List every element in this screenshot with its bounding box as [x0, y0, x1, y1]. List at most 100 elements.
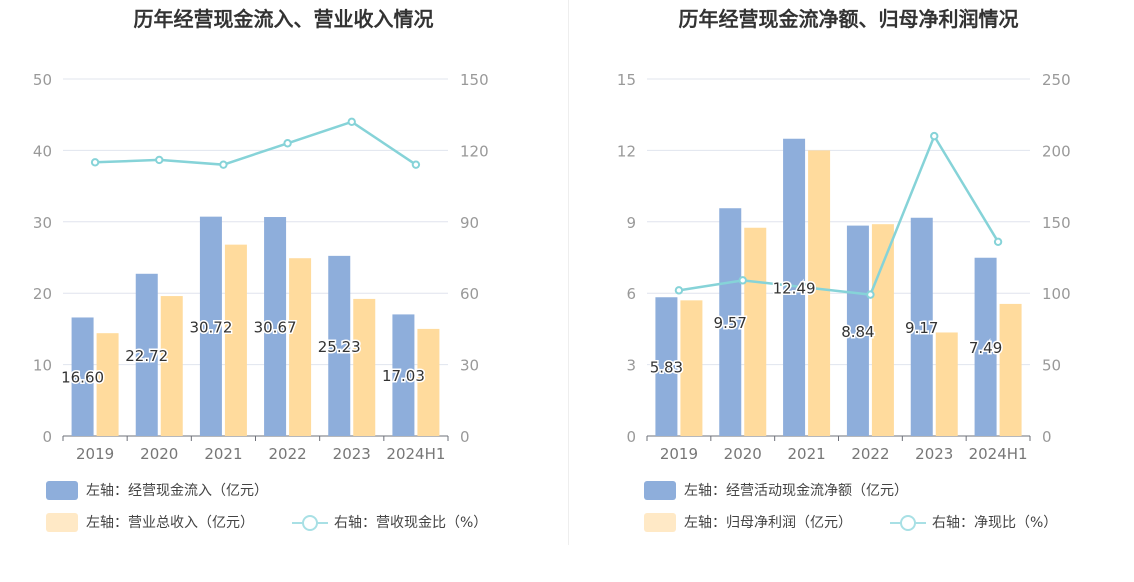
legend-item-net-profit[interactable]: 左轴：归母净利润（亿元） [644, 512, 852, 532]
x-axis-category-label: 2024H1 [969, 445, 1028, 463]
legend-line-swatch [292, 513, 328, 532]
left-axis-tick-label: 3 [626, 357, 636, 375]
left-axis-tick-label: 12 [617, 142, 636, 160]
bar-secondary [935, 332, 958, 436]
bar-data-label: 5.83 [650, 359, 683, 377]
ratio-point [866, 290, 875, 299]
x-axis-category-label: 2019 [660, 445, 698, 463]
ratio-point [219, 160, 228, 169]
legend-item-operating-cash-inflow[interactable]: 左轴：经营现金流入（亿元） [46, 480, 268, 500]
bar-data-label: 22.72 [125, 347, 168, 365]
left-axis-tick-label: 0 [42, 428, 52, 446]
legend-swatch [644, 512, 676, 532]
chart-title: 历年经营现金流入、营业收入情况 [133, 7, 434, 31]
bar-primary [135, 273, 158, 436]
left-axis-tick-label: 30 [33, 214, 52, 232]
right-axis-tick-label: 200 [1042, 142, 1071, 160]
bar-secondary [808, 150, 831, 436]
bar-primary [783, 138, 806, 436]
x-axis-category-label: 2021 [204, 445, 242, 463]
left-chart-panel: 历年经营现金流入、营业收入情况 0 0 10 30 20 60 30 90 40 120 50 150… [33, 7, 489, 532]
bar-data-label: 9.57 [714, 314, 747, 332]
left-chart-plot: 0 0 10 30 20 60 30 90 40 120 50 150 2019 2020 2021 2022… [33, 71, 489, 463]
ratio-point [674, 286, 684, 295]
bar-data-label: 30.72 [189, 318, 232, 336]
right-axis-tick-label: 90 [460, 214, 479, 232]
bar-data-label: 25.23 [318, 338, 361, 356]
bar-primary [910, 217, 933, 436]
bar-primary [71, 317, 94, 436]
left-axis-tick-label: 15 [617, 71, 636, 89]
bar-data-label: 17.03 [382, 367, 425, 385]
ratio-point [283, 139, 292, 148]
left-axis-tick-label: 20 [33, 285, 52, 303]
legend-label: 左轴：归母净利润（亿元） [684, 515, 852, 531]
right-axis-tick-label: 150 [460, 71, 489, 89]
legend-swatch [46, 512, 78, 532]
legend-item-revenue-cash-ratio[interactable]: 右轴：营收现金比（%） [292, 512, 487, 532]
ratio-point [993, 237, 1003, 246]
ratio-line [678, 133, 1000, 296]
chart-title: 历年经营现金流净额、归母净利润情况 [678, 7, 1019, 31]
left-axis-tick-label: 9 [626, 214, 636, 232]
legend-swatch [644, 480, 676, 500]
right-axis-tick-label: 250 [1042, 71, 1071, 89]
panel-divider [568, 0, 569, 545]
bar-secondary [999, 303, 1022, 436]
legend-label: 右轴：净现比（%） [932, 515, 1058, 531]
legend-swatch [46, 480, 78, 500]
right-axis-tick-label: 60 [460, 285, 479, 303]
x-axis-category-label: 2023 [915, 445, 953, 463]
legend-label: 左轴：经营现金流入（亿元） [86, 483, 268, 499]
right-axis-tick-label: 30 [460, 357, 479, 375]
legend-item-net-operating-cash-flow[interactable]: 左轴：经营活动现金流净额（亿元） [644, 480, 908, 500]
bar-secondary [871, 224, 894, 436]
legend-item-net-cash-ratio[interactable]: 右轴：净现比（%） [890, 512, 1057, 532]
bar-secondary [160, 296, 183, 436]
x-axis-category-label: 2019 [76, 445, 114, 463]
bar-data-label: 8.84 [841, 323, 874, 341]
x-axis-category-label: 2023 [333, 445, 371, 463]
legend-item-total-revenue[interactable]: 左轴：营业总收入（亿元） [46, 512, 254, 532]
legend-label: 左轴：营业总收入（亿元） [86, 515, 254, 531]
bar-primary [264, 217, 287, 436]
right-axis-tick-label: 120 [460, 142, 489, 160]
ratio-point [738, 276, 747, 285]
left-axis-tick-label: 10 [33, 357, 52, 375]
left-axis-tick-label: 40 [33, 142, 52, 160]
x-axis-category-label: 2022 [268, 445, 306, 463]
bar-secondary [417, 328, 440, 436]
right-axis-tick-label: 100 [1042, 285, 1071, 303]
right-axis-tick-label: 50 [1042, 357, 1061, 375]
ratio-point [90, 158, 100, 167]
x-axis-category-label: 2024H1 [386, 445, 445, 463]
ratio-point [411, 160, 421, 169]
bar-secondary [289, 258, 312, 436]
right-axis-tick-label: 150 [1042, 214, 1071, 232]
legend-line-swatch [890, 513, 926, 532]
ratio-point [155, 155, 164, 165]
bar-primary [846, 225, 869, 436]
bar-data-label: 7.49 [969, 339, 1002, 357]
legend-label: 右轴：营收现金比（%） [334, 515, 488, 531]
bar-data-label: 16.60 [61, 369, 104, 387]
bar-data-label: 9.17 [905, 319, 938, 337]
right-axis-tick-label: 0 [460, 428, 470, 446]
bar-secondary [96, 333, 119, 436]
bar-primary [719, 208, 742, 436]
bar-primary [392, 314, 415, 436]
bar-secondary [224, 244, 247, 436]
ratio-point [930, 131, 939, 141]
bar-secondary [353, 298, 376, 436]
left-axis-tick-label: 50 [33, 71, 52, 89]
ratio-line [95, 120, 417, 166]
left-axis-tick-label: 6 [626, 285, 636, 303]
x-axis-category-label: 2022 [851, 445, 889, 463]
ratio-point [347, 117, 356, 127]
bar-primary [328, 255, 351, 436]
ratio-point [802, 283, 811, 292]
bar-primary [655, 297, 678, 436]
right-axis-tick-label: 0 [1042, 428, 1052, 446]
x-axis-category-label: 2021 [787, 445, 825, 463]
bar-data-label: 12.49 [773, 279, 816, 297]
